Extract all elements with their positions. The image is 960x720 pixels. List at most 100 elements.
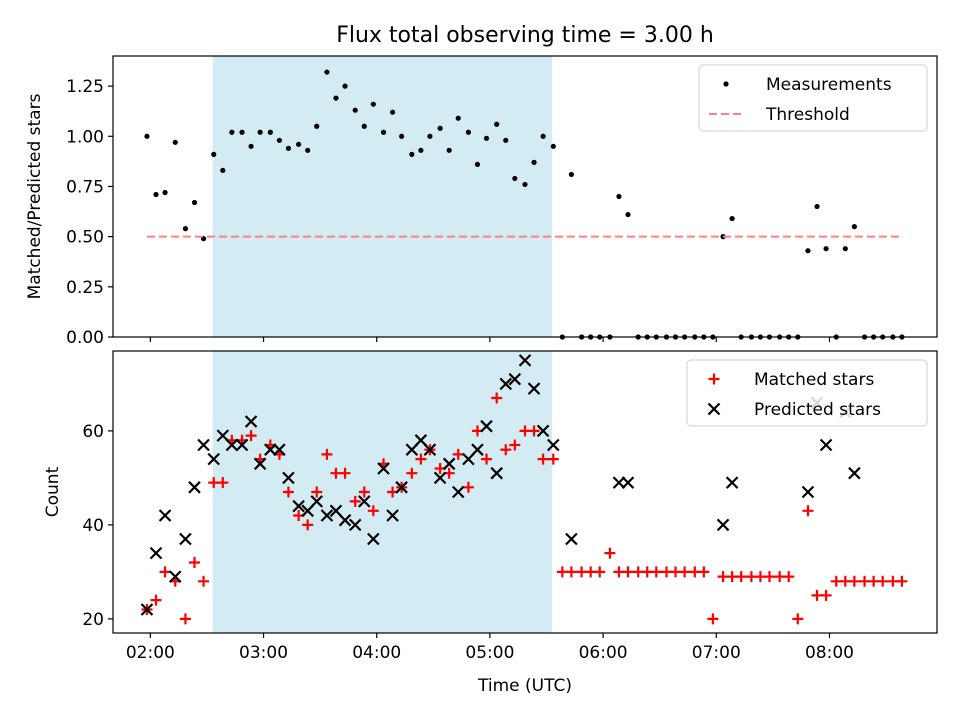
measurements-point <box>342 83 348 89</box>
predicted-stars-point <box>264 443 277 456</box>
predicted-stars-point <box>282 471 295 485</box>
measurements-point <box>162 189 168 196</box>
legend-label-measurements: Measurements <box>766 75 892 95</box>
predicted-stars-point <box>188 481 201 494</box>
measurements-point <box>229 129 235 135</box>
matched-stars-point <box>462 481 474 493</box>
x-tick-label: 05:00 <box>465 643 514 663</box>
measurements-point <box>409 151 415 157</box>
matched-stars-point <box>179 613 191 625</box>
observing-window-band <box>212 56 553 337</box>
y-tick-label-count: 20 <box>82 610 104 630</box>
measurements-point <box>276 137 282 143</box>
predicted-stars-point <box>518 354 532 367</box>
measurements-point <box>522 181 528 188</box>
y-tick-label-count: 40 <box>82 516 104 536</box>
y-axis-label-ratio: Matched/Predicted stars <box>25 93 45 299</box>
predicted-stars-point <box>140 603 154 616</box>
matched-stars-point <box>311 486 323 498</box>
matched-stars-point <box>406 467 418 479</box>
y-tick-label-ratio: 0.50 <box>66 228 104 248</box>
matched-stars-point <box>604 547 616 559</box>
x-tick-label: 06:00 <box>579 643 628 663</box>
predicted-stars-point <box>216 429 230 442</box>
legend-label-threshold: Threshold <box>765 105 850 125</box>
matched-stars-point <box>565 566 577 578</box>
matched-stars-point <box>547 453 559 465</box>
measurements-point <box>531 159 537 165</box>
matched-stars-point <box>735 571 747 583</box>
measurements-point <box>191 199 198 206</box>
measurements-point <box>239 129 245 135</box>
measurements-point <box>211 151 217 157</box>
predicted-stars-point <box>207 452 221 466</box>
predicted-stars-point <box>377 462 390 475</box>
measurements-point <box>361 123 367 129</box>
axes-frame-count <box>112 350 938 634</box>
x-tick-label: 02:00 <box>126 643 175 663</box>
measurements-point <box>427 133 433 139</box>
measurements-point <box>296 141 302 147</box>
predicted-stars-point <box>433 471 447 485</box>
measurements-point <box>370 101 376 107</box>
panel-ratio: 0.00 0.25 0.50 0.75 1.00 1.25 Matched/Predicte… <box>25 55 938 348</box>
matched-stars-point <box>509 439 521 451</box>
measurements-point <box>805 248 811 254</box>
legend-marker-predicted-stars <box>707 402 721 416</box>
x-tick-label: 03:00 <box>239 643 288 663</box>
matched-stars-point <box>245 430 257 442</box>
predicted-stars-point <box>442 457 456 471</box>
matched-stars-point <box>349 495 361 507</box>
predicted-stars-point <box>405 443 419 456</box>
predicted-stars-point <box>253 457 267 471</box>
measurements-point <box>503 137 509 143</box>
predicted-stars-point <box>158 509 172 522</box>
matched-stars-point <box>367 505 379 517</box>
matched-stars-point <box>650 566 662 578</box>
predicted-stars-point <box>451 485 465 499</box>
matched-stars-point <box>159 566 171 578</box>
predicted-stars-point <box>471 443 484 456</box>
y-tick-label-ratio: 1.00 <box>66 127 104 147</box>
predicted-stars-point <box>621 476 635 489</box>
predicted-stars-point <box>536 424 550 438</box>
predicted-stars-point <box>716 518 730 532</box>
matched-stars-point <box>792 613 804 625</box>
matched-stars-point <box>150 594 162 606</box>
predicted-stars-point <box>235 438 249 452</box>
predicted-stars-point <box>490 466 503 480</box>
measurements-point <box>455 115 461 121</box>
measurements-point <box>474 161 481 167</box>
matched-stars-point <box>302 519 314 531</box>
predicted-stars-point <box>386 509 399 522</box>
predicted-stars-point <box>462 452 475 466</box>
y-tick-label-count: 60 <box>82 422 104 442</box>
matched-stars-point <box>491 392 503 404</box>
measurements-point <box>182 226 189 232</box>
predicted-stars-point <box>508 372 522 386</box>
legend-marker-measurements <box>723 81 729 87</box>
predicted-stars-point <box>149 546 163 560</box>
predicted-stars-point <box>301 504 314 518</box>
matched-stars-point <box>763 571 775 583</box>
matched-stars-point <box>481 453 493 465</box>
measurements-point <box>550 143 556 149</box>
legend-marker-matched-stars <box>708 373 720 385</box>
predicted-stars-point <box>244 415 258 428</box>
predicted-stars-point <box>367 532 380 546</box>
predicted-stars-point <box>395 481 408 494</box>
measurements-point <box>285 145 292 151</box>
y-axis-label-count: Count <box>43 466 63 517</box>
measurements-point <box>823 246 829 252</box>
matched-stars-point <box>679 566 691 578</box>
matched-stars-point <box>622 566 634 578</box>
predicted-stars-point <box>565 532 578 546</box>
matched-stars-point <box>528 425 540 437</box>
measurements-point <box>540 133 546 139</box>
matched-stars-point <box>896 575 908 587</box>
y-tick-label-ratio: 0.75 <box>66 177 104 197</box>
measurements-point <box>418 147 424 153</box>
legend-box-count <box>686 359 928 427</box>
measurements-point <box>389 109 396 115</box>
measurements-point <box>314 123 320 129</box>
